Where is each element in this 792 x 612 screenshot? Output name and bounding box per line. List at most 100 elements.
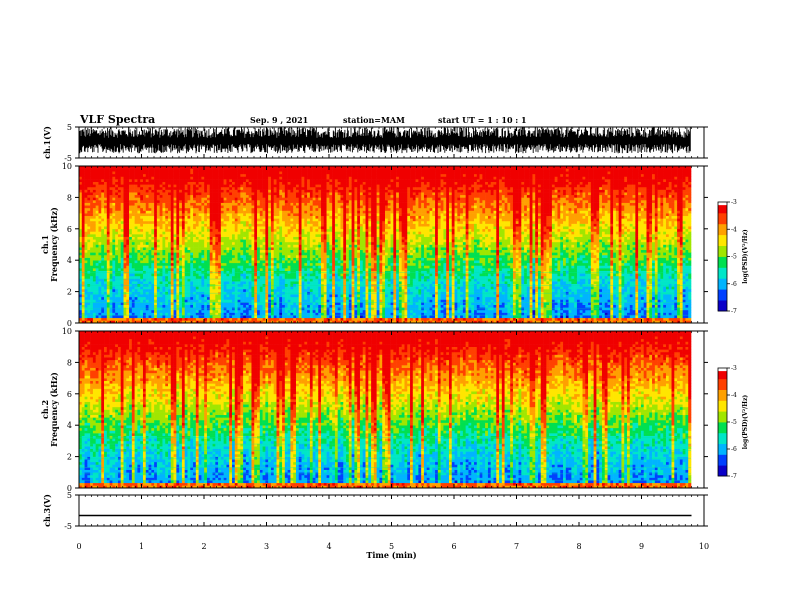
spectrogram-cell bbox=[165, 247, 169, 251]
spectrogram-cell bbox=[145, 202, 149, 206]
spectrogram-cell bbox=[284, 252, 288, 256]
spectrogram-cell bbox=[226, 302, 230, 305]
spectrogram-cell bbox=[115, 231, 119, 235]
spectrogram-cell bbox=[112, 226, 116, 230]
spectrogram-cell bbox=[131, 236, 135, 240]
spectrogram-cell bbox=[251, 228, 255, 232]
spectrogram-cell bbox=[293, 176, 297, 180]
spectrogram-cell bbox=[240, 197, 244, 201]
spectrogram-cell bbox=[170, 220, 174, 224]
spectrogram-cell bbox=[193, 286, 197, 290]
spectrogram-cell bbox=[154, 302, 158, 305]
spectrogram-cell bbox=[115, 197, 119, 201]
spectrogram-cell bbox=[201, 262, 205, 266]
spectrogram-cell bbox=[162, 312, 166, 316]
spectrogram-cell bbox=[262, 234, 266, 237]
spectrogram-cell bbox=[259, 304, 263, 308]
spectrogram-cell bbox=[170, 181, 174, 185]
spectrogram-cell bbox=[265, 249, 269, 253]
spectrogram-cell bbox=[159, 257, 163, 261]
spectrogram-cell bbox=[181, 202, 186, 206]
spectrogram-cell bbox=[295, 249, 300, 253]
spectrogram-cell bbox=[131, 213, 135, 217]
spectrogram-cell bbox=[173, 215, 177, 219]
spectrogram-cell bbox=[265, 179, 269, 182]
spectrogram-cell bbox=[79, 273, 83, 277]
spectrogram-cell bbox=[187, 171, 191, 175]
spectrogram-cell bbox=[184, 192, 188, 196]
spectrogram-cell bbox=[193, 228, 197, 232]
spectrogram-cell bbox=[190, 207, 194, 211]
spectrogram-cell bbox=[215, 189, 219, 193]
spectrogram-cell bbox=[248, 176, 252, 180]
spectrogram-cell bbox=[123, 249, 127, 253]
spectrogram-cell bbox=[204, 281, 208, 285]
spectrogram-cell bbox=[168, 176, 172, 180]
spectrogram-cell bbox=[92, 304, 96, 308]
spectrogram-cell bbox=[90, 257, 94, 261]
spectrogram-cell bbox=[176, 186, 180, 190]
spectrogram-cell bbox=[223, 302, 227, 305]
spectrogram-cell bbox=[79, 210, 83, 214]
spectrogram-cell bbox=[284, 166, 288, 169]
spectrogram-cell bbox=[245, 249, 249, 253]
spectrogram-cell bbox=[168, 168, 172, 172]
spectrogram-cell bbox=[273, 197, 277, 201]
spectrogram-cell bbox=[120, 194, 124, 198]
spectrogram-cell bbox=[145, 234, 149, 237]
spectrogram-cell bbox=[209, 262, 213, 266]
spectrogram-cell bbox=[148, 223, 152, 227]
spectrogram-cell bbox=[259, 200, 263, 203]
spectrogram-cell bbox=[134, 200, 138, 203]
spectrogram-cell bbox=[112, 171, 116, 175]
spectrogram-cell bbox=[154, 210, 158, 214]
spectrogram-cell bbox=[112, 278, 116, 282]
spectrogram-cell bbox=[181, 173, 186, 177]
spectrogram-cell bbox=[245, 315, 249, 319]
figure-title: VLF Spectra bbox=[79, 113, 155, 126]
spectrogram-cell bbox=[79, 176, 83, 180]
spectrogram-cell bbox=[134, 281, 138, 285]
spectrogram-cell bbox=[215, 257, 219, 261]
spectrogram-cell bbox=[109, 226, 113, 230]
spectrogram-cell bbox=[257, 302, 261, 305]
spectrogram-cell bbox=[215, 231, 219, 235]
spectrogram-cell bbox=[142, 262, 147, 266]
spectrogram-cell bbox=[159, 260, 163, 264]
spectrogram-cell bbox=[126, 309, 130, 313]
spectrogram-cell bbox=[137, 257, 141, 261]
spectrogram-cell bbox=[257, 286, 261, 290]
spectrogram-cell bbox=[237, 176, 241, 180]
spectrogram-cell bbox=[187, 181, 191, 185]
spectrogram-cell bbox=[209, 278, 213, 282]
spectrogram-cell bbox=[223, 244, 227, 248]
spectrogram-cell bbox=[262, 179, 266, 182]
spectrogram-cell bbox=[120, 288, 124, 292]
spectrogram-cell bbox=[145, 210, 149, 214]
spectrogram-cell bbox=[145, 254, 149, 258]
spectrogram-cell bbox=[181, 299, 186, 303]
spectrogram-cell bbox=[134, 260, 138, 264]
spectrogram-cell bbox=[276, 228, 280, 232]
spectrogram-cell bbox=[276, 281, 280, 285]
spectrogram-cell bbox=[201, 252, 205, 256]
spectrogram-cell bbox=[95, 220, 99, 224]
spectrogram-cell bbox=[184, 296, 188, 300]
spectrogram-cell bbox=[212, 215, 216, 219]
spectrogram-cell bbox=[276, 200, 280, 203]
spectrogram-cell bbox=[176, 241, 180, 245]
spectrogram-cell bbox=[184, 244, 188, 248]
spectrogram-cell bbox=[234, 241, 238, 245]
spectrogram-cell bbox=[282, 202, 286, 206]
spectrogram-cell bbox=[273, 257, 277, 261]
start-time-label: start UT = 1 : 10 : 1 bbox=[438, 115, 527, 125]
spectrogram-cell bbox=[187, 281, 191, 285]
spectrogram-cell bbox=[179, 168, 183, 172]
spectrogram-cell bbox=[162, 270, 166, 274]
spectrogram-cell bbox=[265, 207, 269, 211]
spectrogram-cell bbox=[206, 176, 211, 180]
spectrogram-cell bbox=[134, 296, 138, 300]
spectrogram-cell bbox=[140, 200, 144, 203]
spectrogram-cell bbox=[287, 236, 291, 240]
spectrogram-cell bbox=[162, 166, 166, 169]
